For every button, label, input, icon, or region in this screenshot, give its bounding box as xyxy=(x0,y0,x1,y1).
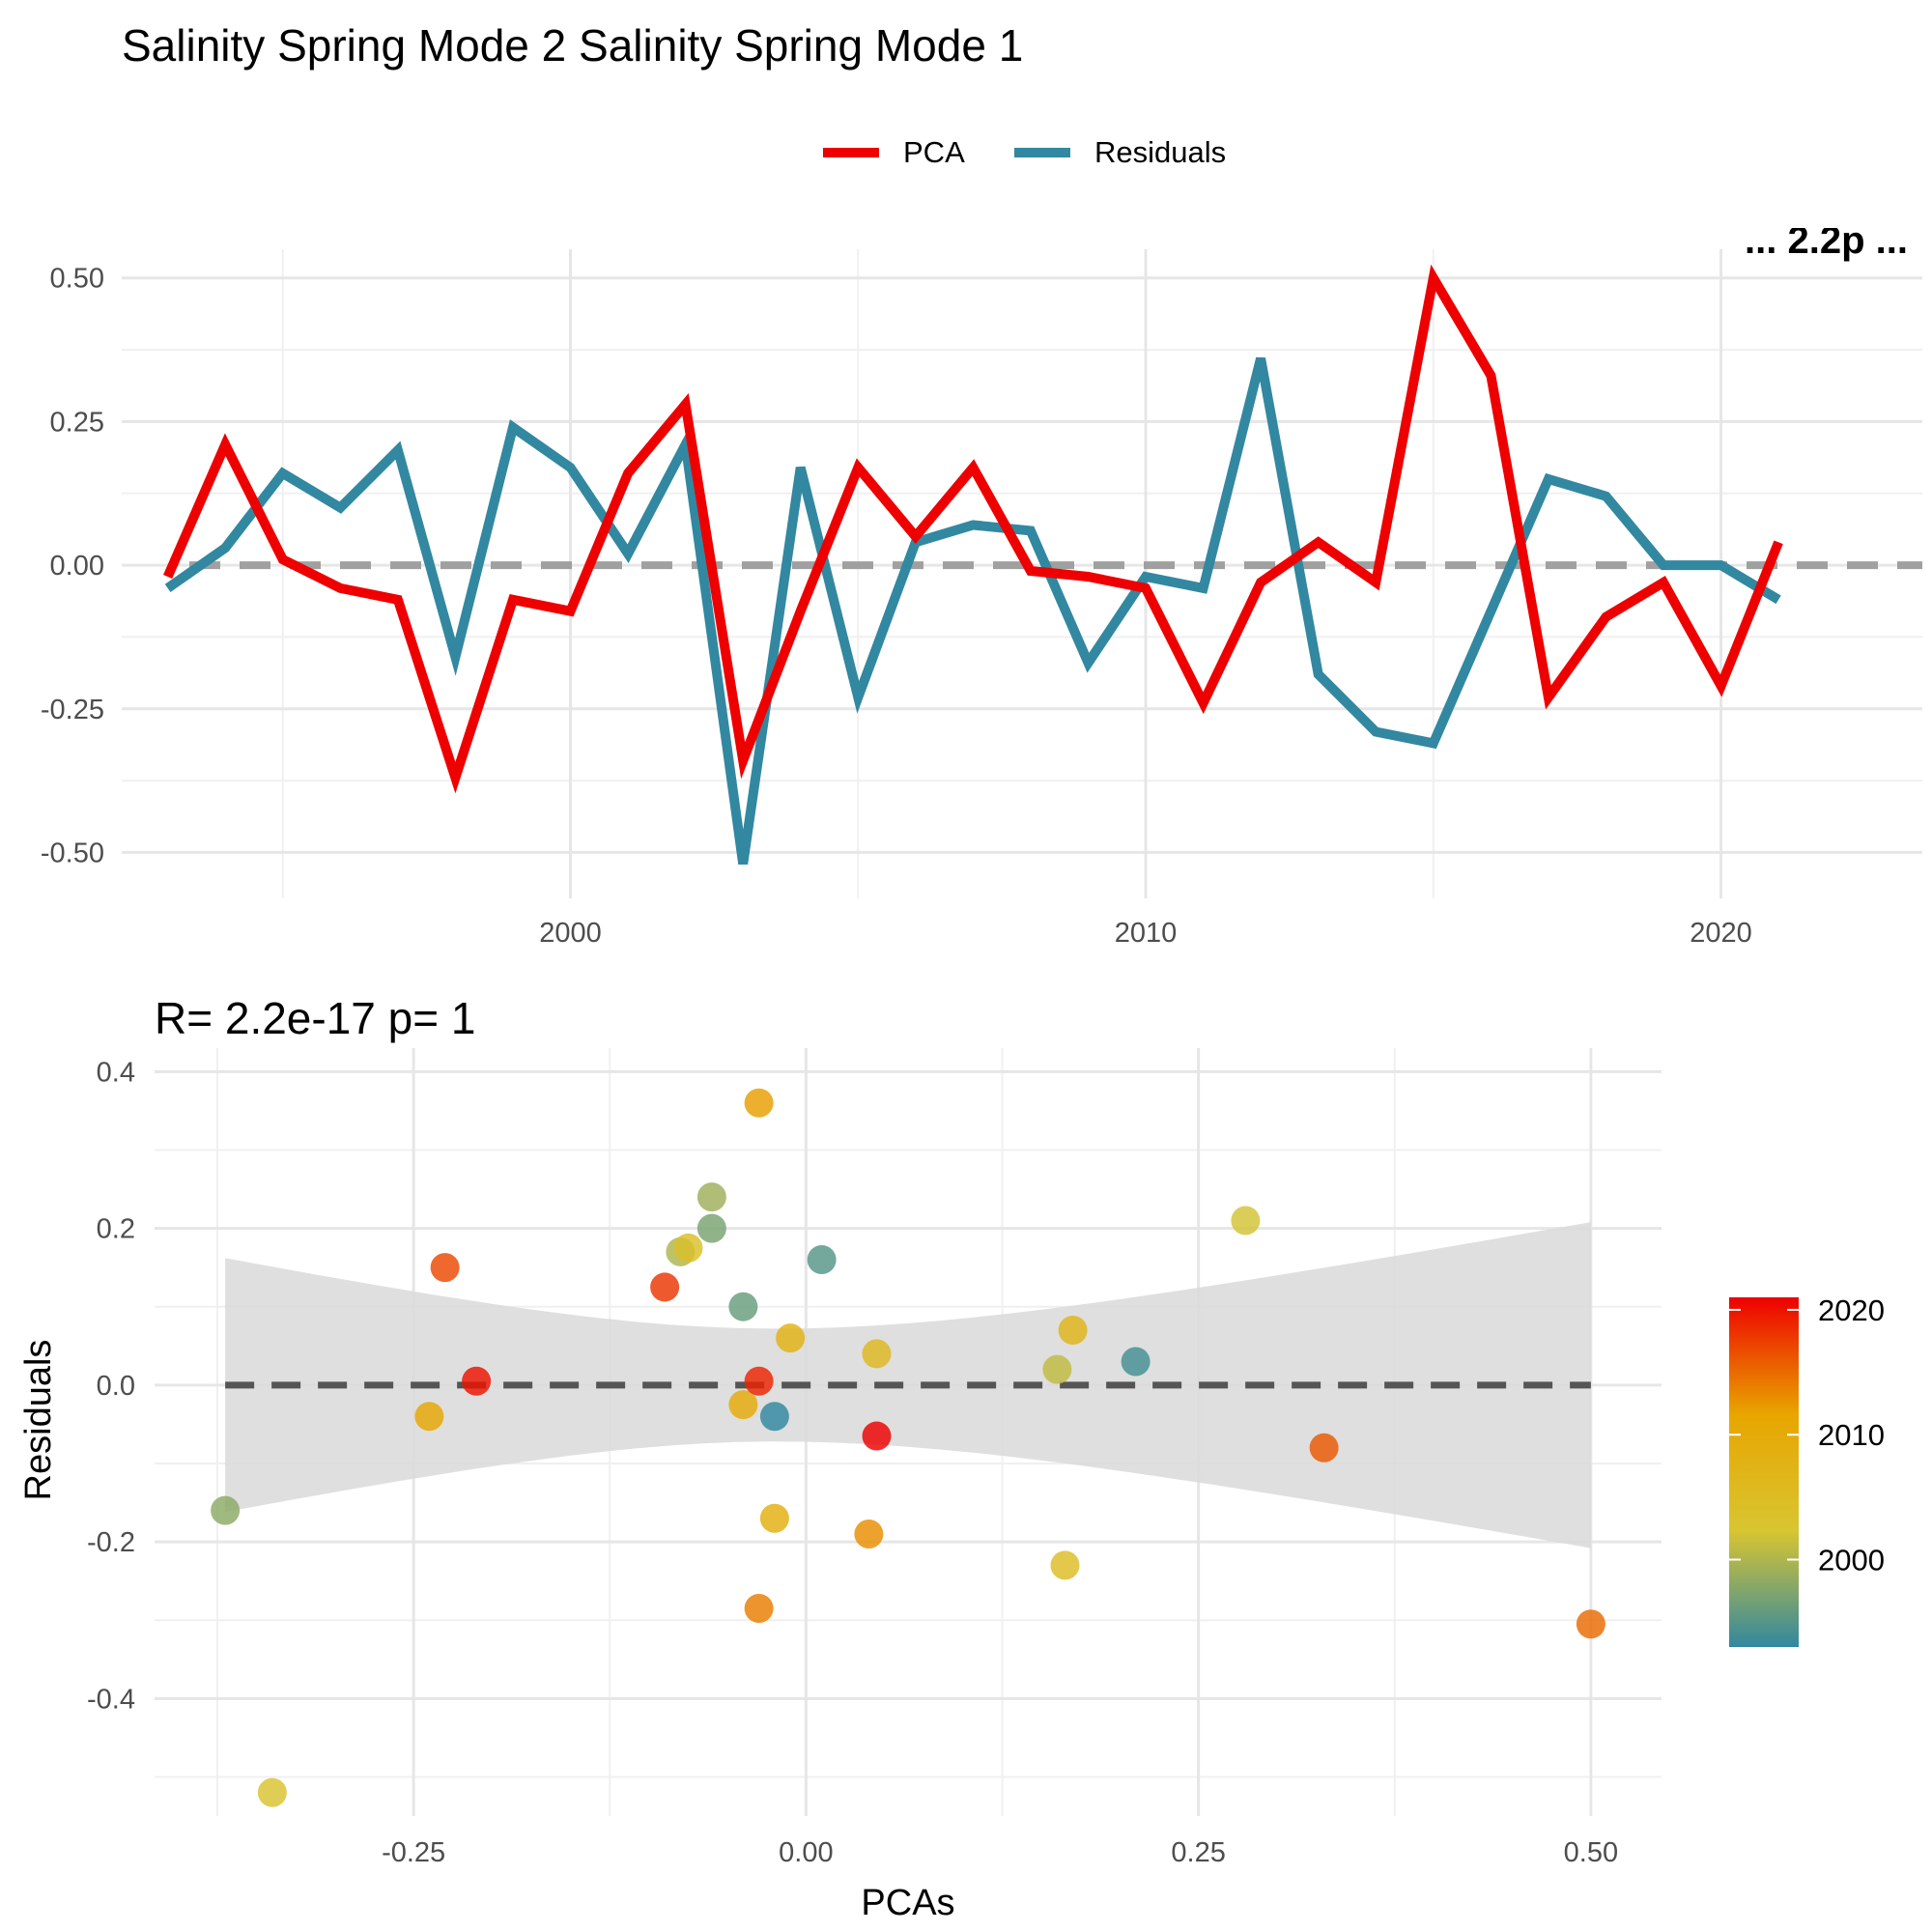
scatter-point xyxy=(696,1182,726,1212)
scatter-y-tick-label: 0.0 xyxy=(97,1371,135,1402)
scatter-y-tick-label: -0.2 xyxy=(87,1527,135,1558)
scatter-point xyxy=(759,1402,789,1432)
time-series-lines xyxy=(163,264,1783,866)
time-series-grid xyxy=(122,249,1922,898)
scatter-point xyxy=(650,1272,680,1302)
color-scale-bar xyxy=(1729,1297,1799,1647)
series-line-residuals xyxy=(164,356,1781,866)
scatter-point xyxy=(807,1245,837,1275)
scatter-point xyxy=(728,1390,758,1420)
scatter-point xyxy=(1042,1354,1072,1384)
time-series-x-tick-label: 2010 xyxy=(1115,918,1178,949)
color-scale-label: 2010 xyxy=(1818,1418,1885,1452)
scatter-y-ticks: -0.4 -0.2 0.0 0.2 0.4 xyxy=(87,1057,135,1715)
scatter-point xyxy=(673,1233,703,1263)
scatter-point xyxy=(430,1253,460,1283)
top-right-text-fragment: ... 2.2p ... xyxy=(1745,219,1908,262)
legend-label-pca: PCA xyxy=(903,135,965,169)
time-series-y-tick-label: 0.25 xyxy=(50,407,104,438)
color-scale-label: 2020 xyxy=(1818,1293,1885,1327)
time-series-panel: -0.50 -0.25 0.00 0.25 0.50 2000 2010 2020 ... … xyxy=(41,219,1922,949)
scatter-point xyxy=(211,1495,241,1525)
scatter-point xyxy=(1309,1433,1339,1463)
scatter-point xyxy=(1121,1347,1151,1377)
color-scale-ticks: 2000 2010 2020 xyxy=(1729,1293,1885,1577)
color-scale-legend: 2000 2010 2020 xyxy=(1729,1293,1885,1647)
scatter-point xyxy=(854,1519,884,1548)
time-series-x-tick-label: 2020 xyxy=(1690,918,1752,949)
time-series-y-tick-label: 0.50 xyxy=(50,264,104,295)
scatter-point xyxy=(862,1339,892,1369)
figure-title: Salinity Spring Mode 2 Salinity Spring M… xyxy=(122,20,1023,71)
legend-label-residuals: Residuals xyxy=(1094,135,1226,169)
time-series-x-tick-label: 2000 xyxy=(539,918,602,949)
scatter-y-tick-label: -0.4 xyxy=(87,1684,135,1715)
scatter-points xyxy=(211,1088,1605,1807)
scatter-point xyxy=(744,1366,774,1396)
scatter-point xyxy=(462,1366,492,1396)
scatter-point xyxy=(1050,1550,1080,1580)
scatter-x-tick-label: -0.25 xyxy=(382,1837,445,1868)
scatter-x-ticks: -0.25 0.00 0.25 0.50 xyxy=(382,1837,1618,1868)
time-series-y-tick-label: 0.00 xyxy=(50,551,104,582)
scatter-y-axis-label: Residuals xyxy=(18,1340,59,1501)
scatter-point xyxy=(1576,1609,1605,1639)
scatter-point xyxy=(1058,1316,1088,1346)
scatter-point xyxy=(1231,1206,1261,1236)
scatter-x-axis-label: PCAs xyxy=(861,1883,954,1923)
scatter-x-tick-label: 0.25 xyxy=(1171,1837,1225,1868)
scatter-point xyxy=(744,1594,774,1624)
scatter-y-tick-label: 0.4 xyxy=(97,1057,135,1088)
scatter-point xyxy=(257,1777,287,1807)
time-series-y-ticks: -0.50 -0.25 0.00 0.25 0.50 xyxy=(41,264,104,869)
scatter-point xyxy=(414,1402,444,1432)
scatter-x-tick-label: 0.50 xyxy=(1564,1837,1618,1868)
series-line-pca xyxy=(163,264,1783,794)
time-series-y-tick-label: -0.50 xyxy=(41,838,104,868)
scatter-title: R= 2.2e-17 p= 1 xyxy=(155,993,475,1043)
scatter-x-tick-label: 0.00 xyxy=(779,1837,833,1868)
time-series-y-tick-label: -0.25 xyxy=(41,695,104,725)
scatter-panel: R= 2.2e-17 p= 1 -0.4 -0.2 0.0 0.2 0.4 -0.25 0… xyxy=(18,993,1662,1923)
scatter-point xyxy=(759,1503,789,1533)
confidence-band xyxy=(225,1222,1591,1548)
scatter-point xyxy=(728,1292,758,1321)
color-scale-label: 2000 xyxy=(1818,1544,1885,1577)
scatter-point xyxy=(744,1088,774,1118)
scatter-point xyxy=(862,1421,892,1451)
time-series-x-ticks: 2000 2010 2020 xyxy=(539,918,1752,949)
scatter-point xyxy=(696,1213,726,1243)
legend: PCA Residuals xyxy=(823,135,1226,169)
scatter-y-tick-label: 0.2 xyxy=(97,1214,135,1245)
scatter-point xyxy=(776,1323,806,1353)
